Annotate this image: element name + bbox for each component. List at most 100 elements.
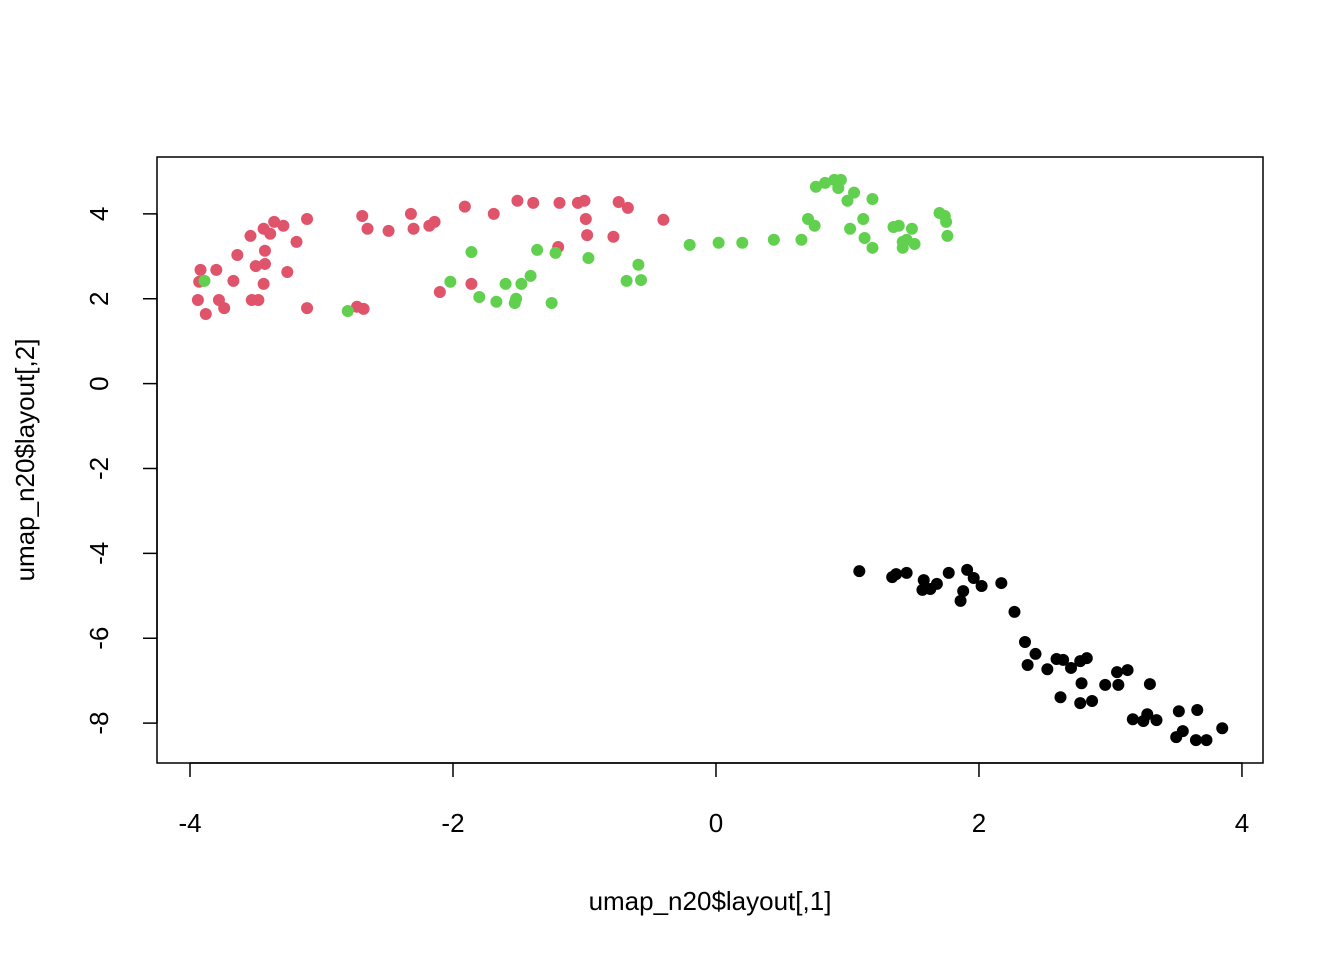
point [1080,652,1093,665]
point [1008,605,1021,618]
point [767,233,780,246]
point [1143,678,1156,691]
point [290,235,303,248]
point [848,186,861,199]
point [1074,697,1087,710]
point [1176,725,1189,738]
point [490,295,503,308]
point [545,296,558,309]
point [607,230,620,243]
point [1189,734,1202,747]
point [1200,734,1213,747]
point [357,302,370,315]
y-tick-label: 2 [84,292,114,306]
point [249,260,262,273]
point [940,215,953,228]
point [1057,653,1070,666]
point [841,194,854,207]
point [900,566,913,579]
point [194,263,207,276]
point [809,180,822,193]
point [258,244,271,257]
point [1150,714,1163,727]
point [612,195,625,208]
point [341,305,354,318]
point [407,222,420,235]
y-tick-label: -2 [84,457,114,480]
point [382,224,395,237]
point [635,274,648,287]
y-tick-label: 4 [84,207,114,221]
point [191,294,204,307]
point [890,568,903,581]
point [264,227,277,240]
point [531,243,544,256]
point [1041,663,1054,676]
point [1099,678,1112,691]
point [905,222,918,235]
point [819,176,832,189]
point [995,577,1008,590]
point [582,252,595,264]
point [1112,678,1125,691]
point [941,229,954,242]
point [465,246,478,259]
point [866,193,879,206]
x-tick-label: 4 [1235,808,1249,838]
x-axis-label: umap_n20$layout[,1] [589,886,832,916]
point [210,263,223,276]
point [244,229,257,242]
point [942,566,955,579]
point [621,201,634,214]
point [1018,636,1031,649]
point [579,212,592,225]
point [473,291,486,304]
point [508,296,521,309]
point [1021,658,1034,671]
point [908,237,921,250]
y-axis-label: umap_n20$layout[,2] [10,339,40,582]
point [808,219,821,232]
point [957,585,970,598]
point [892,219,905,232]
point [231,249,244,262]
point [487,207,500,220]
y-tick-label: -6 [84,627,114,650]
x-tick-label: 2 [972,808,986,838]
point [199,308,212,321]
point [795,233,808,246]
point [527,196,540,209]
point [967,571,980,584]
point [1111,666,1124,679]
point [832,181,845,194]
point [657,213,670,226]
point [227,274,240,287]
point [581,229,594,242]
point [252,294,265,307]
point [620,274,633,287]
x-tick-label: -4 [178,808,201,838]
point [578,194,591,207]
point [515,277,528,290]
point [961,563,974,576]
point [1075,677,1088,690]
point [1172,705,1185,718]
point [549,246,562,259]
point [268,215,281,228]
point [301,212,314,225]
point [258,257,271,270]
point [511,194,524,207]
point [433,285,446,298]
point [361,222,374,235]
y-tick-label: 0 [84,376,114,390]
point [853,565,866,578]
point [857,212,870,225]
x-tick-label: 0 [709,808,723,838]
point [917,574,930,587]
point [553,196,566,209]
point [404,207,417,220]
point [444,275,457,288]
point [499,277,512,290]
point [428,215,441,228]
point [844,222,857,235]
